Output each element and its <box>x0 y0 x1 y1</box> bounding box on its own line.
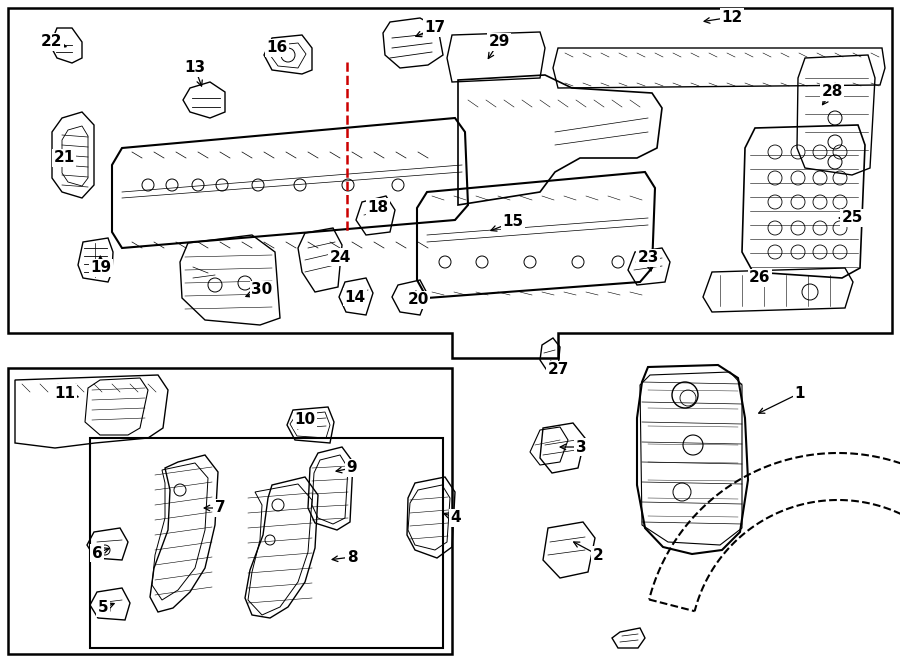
Text: 23: 23 <box>637 250 659 265</box>
Text: 16: 16 <box>266 40 288 56</box>
Polygon shape <box>90 438 443 648</box>
Text: 11: 11 <box>55 385 76 401</box>
Text: 8: 8 <box>346 549 357 565</box>
Text: 28: 28 <box>822 85 842 99</box>
Text: 1: 1 <box>795 385 806 401</box>
Text: 30: 30 <box>251 283 273 297</box>
Text: 2: 2 <box>592 547 603 563</box>
Text: 5: 5 <box>98 600 108 616</box>
Text: 20: 20 <box>408 293 428 308</box>
Text: 25: 25 <box>842 211 863 226</box>
Text: 7: 7 <box>215 500 225 516</box>
Text: 18: 18 <box>367 199 389 214</box>
Text: 19: 19 <box>90 261 112 275</box>
Text: 6: 6 <box>92 545 103 561</box>
Polygon shape <box>8 368 452 654</box>
Text: 29: 29 <box>489 34 509 50</box>
Text: 3: 3 <box>576 440 586 455</box>
Polygon shape <box>8 8 892 358</box>
Text: 13: 13 <box>184 60 205 75</box>
Text: 12: 12 <box>722 9 742 24</box>
Text: 27: 27 <box>547 363 569 377</box>
Text: 26: 26 <box>749 271 770 285</box>
Text: 22: 22 <box>41 34 63 50</box>
Text: 9: 9 <box>346 461 357 475</box>
Text: 14: 14 <box>345 289 365 305</box>
Text: 15: 15 <box>502 214 524 230</box>
Text: 21: 21 <box>53 150 75 166</box>
Text: 10: 10 <box>294 412 316 428</box>
Text: 17: 17 <box>425 21 446 36</box>
Text: 24: 24 <box>329 250 351 265</box>
Text: 4: 4 <box>451 510 462 526</box>
